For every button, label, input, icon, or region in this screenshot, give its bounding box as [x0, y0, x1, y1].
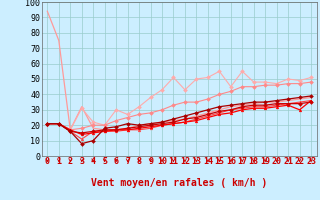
X-axis label: Vent moyen/en rafales ( km/h ): Vent moyen/en rafales ( km/h )	[91, 178, 267, 188]
